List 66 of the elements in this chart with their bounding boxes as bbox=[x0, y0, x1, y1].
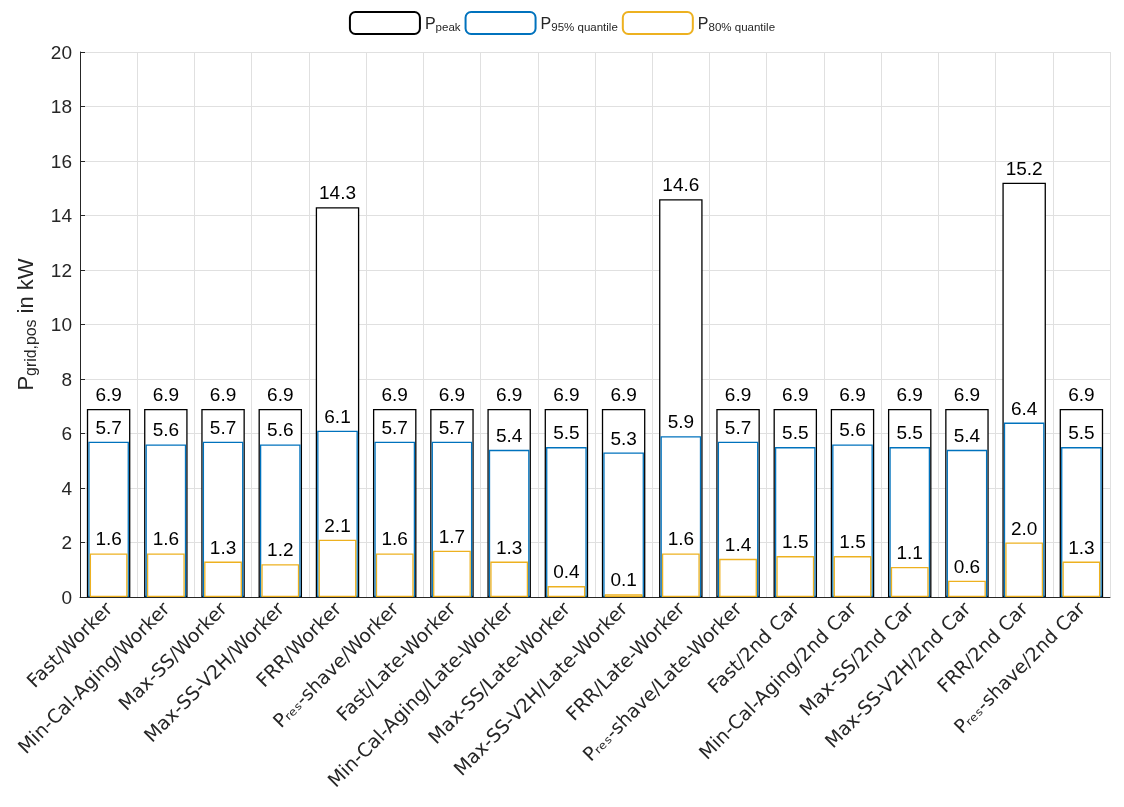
data-label: 0.1 bbox=[610, 569, 637, 591]
data-label: 5.6 bbox=[839, 419, 866, 441]
data-label: 6.9 bbox=[381, 383, 408, 405]
data-label: 6.9 bbox=[839, 383, 866, 405]
data-label: 6.9 bbox=[1068, 383, 1095, 405]
data-label: 6.9 bbox=[610, 383, 637, 405]
data-label: 1.5 bbox=[782, 531, 809, 553]
data-label: 5.5 bbox=[1068, 422, 1095, 444]
data-label: 6.9 bbox=[724, 383, 752, 405]
data-label: 5.5 bbox=[896, 422, 923, 444]
y-tick-label: 10 bbox=[50, 314, 72, 335]
data-label: 1.6 bbox=[381, 528, 408, 550]
y-tick-label: 18 bbox=[50, 96, 72, 117]
data-label: 6.9 bbox=[782, 383, 809, 405]
y-tick-label: 2 bbox=[61, 532, 72, 553]
data-label: 6.9 bbox=[438, 383, 466, 405]
data-label: 1.3 bbox=[495, 536, 523, 558]
data-label: 5.5 bbox=[782, 422, 809, 444]
data-label: 6.9 bbox=[953, 383, 981, 405]
data-label: 5.7 bbox=[95, 416, 122, 438]
data-label: 15.2 bbox=[1005, 157, 1043, 179]
y-tick-label: 14 bbox=[50, 205, 73, 226]
y-tick-label: 8 bbox=[61, 368, 72, 390]
data-label: 1.3 bbox=[209, 536, 237, 558]
data-label: 1.4 bbox=[724, 533, 752, 555]
data-label: 0.4 bbox=[553, 561, 581, 583]
data-label: 6.9 bbox=[896, 383, 923, 405]
y-axis-title: Pgrid,pos in kW bbox=[12, 258, 39, 391]
data-label: 6.9 bbox=[95, 383, 122, 405]
data-label: 5.7 bbox=[381, 416, 408, 438]
data-label: 6.9 bbox=[209, 383, 237, 405]
data-label: 5.6 bbox=[152, 419, 180, 441]
data-label: 1.7 bbox=[438, 525, 466, 547]
data-label: 5.4 bbox=[953, 424, 981, 446]
data-label: 6.4 bbox=[1010, 397, 1038, 419]
y-tick-label: 0 bbox=[61, 586, 72, 608]
data-label: 5.6 bbox=[267, 419, 294, 441]
data-label: 2.1 bbox=[324, 514, 351, 536]
data-label: 5.3 bbox=[610, 427, 637, 449]
y-tick-label: 16 bbox=[50, 150, 72, 172]
data-label: 0.6 bbox=[953, 555, 981, 577]
data-label: 1.3 bbox=[1068, 536, 1095, 558]
data-label: 5.7 bbox=[209, 416, 237, 438]
y-tick-label: 4 bbox=[61, 477, 73, 499]
y-tick-label: 12 bbox=[50, 259, 72, 281]
data-label: 14.6 bbox=[662, 174, 700, 196]
data-label: 1.6 bbox=[95, 528, 122, 550]
data-label: 6.1 bbox=[324, 405, 351, 427]
data-label: 5.5 bbox=[553, 422, 580, 444]
data-label: 6.9 bbox=[267, 383, 294, 405]
data-label: 5.4 bbox=[495, 424, 523, 446]
data-label: 1.6 bbox=[667, 528, 695, 550]
data-label: 5.7 bbox=[724, 416, 752, 438]
data-label: 1.1 bbox=[896, 542, 923, 564]
y-tick-label: 6 bbox=[61, 423, 72, 444]
data-label: 6.9 bbox=[495, 383, 523, 405]
data-label: 1.6 bbox=[152, 528, 180, 550]
data-label: 14.3 bbox=[319, 182, 356, 204]
y-tick-label: 20 bbox=[50, 41, 72, 63]
data-label: 1.5 bbox=[839, 531, 866, 553]
data-label: 6.9 bbox=[553, 383, 580, 405]
data-label: 6.9 bbox=[152, 383, 180, 405]
data-label: 1.2 bbox=[267, 539, 294, 561]
data-label: 5.7 bbox=[438, 416, 466, 438]
data-label: 5.9 bbox=[667, 411, 695, 433]
data-label: 2.0 bbox=[1010, 517, 1038, 539]
